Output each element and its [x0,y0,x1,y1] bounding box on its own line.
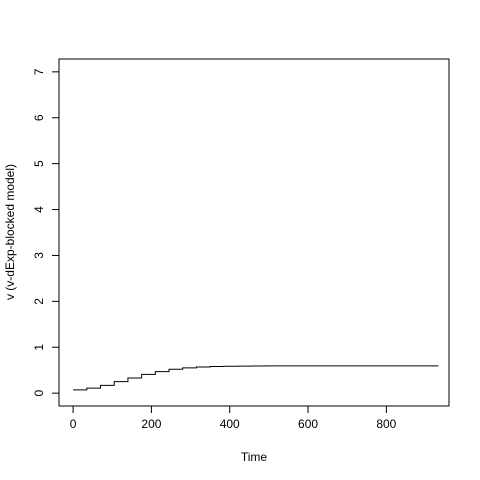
y-tick-label: 5 [32,160,46,167]
y-tick-label: 3 [32,252,46,259]
x-tick-label: 200 [141,417,161,431]
x-tick-label: 800 [376,417,396,431]
y-tick-label: 1 [32,344,46,351]
series-line [73,365,439,391]
y-axis-title: v (v-dExp-blocked model) [3,164,17,300]
x-axis: 0 200 400 600 800 [70,405,397,431]
y-tick-label: 7 [32,68,46,75]
x-axis-title: Time [241,450,268,464]
series-layer [73,365,439,391]
y-tick-label: 6 [32,114,46,121]
y-axis: 0 1 2 3 4 5 6 7 [32,68,60,396]
x-tick-label: 600 [298,417,318,431]
x-tick-label: 0 [70,417,77,431]
plot-frame [58,58,450,407]
y-tick-label: 0 [32,389,46,396]
y-tick-label: 2 [32,298,46,305]
x-tick-label: 400 [220,417,240,431]
y-tick-label: 4 [32,206,46,213]
